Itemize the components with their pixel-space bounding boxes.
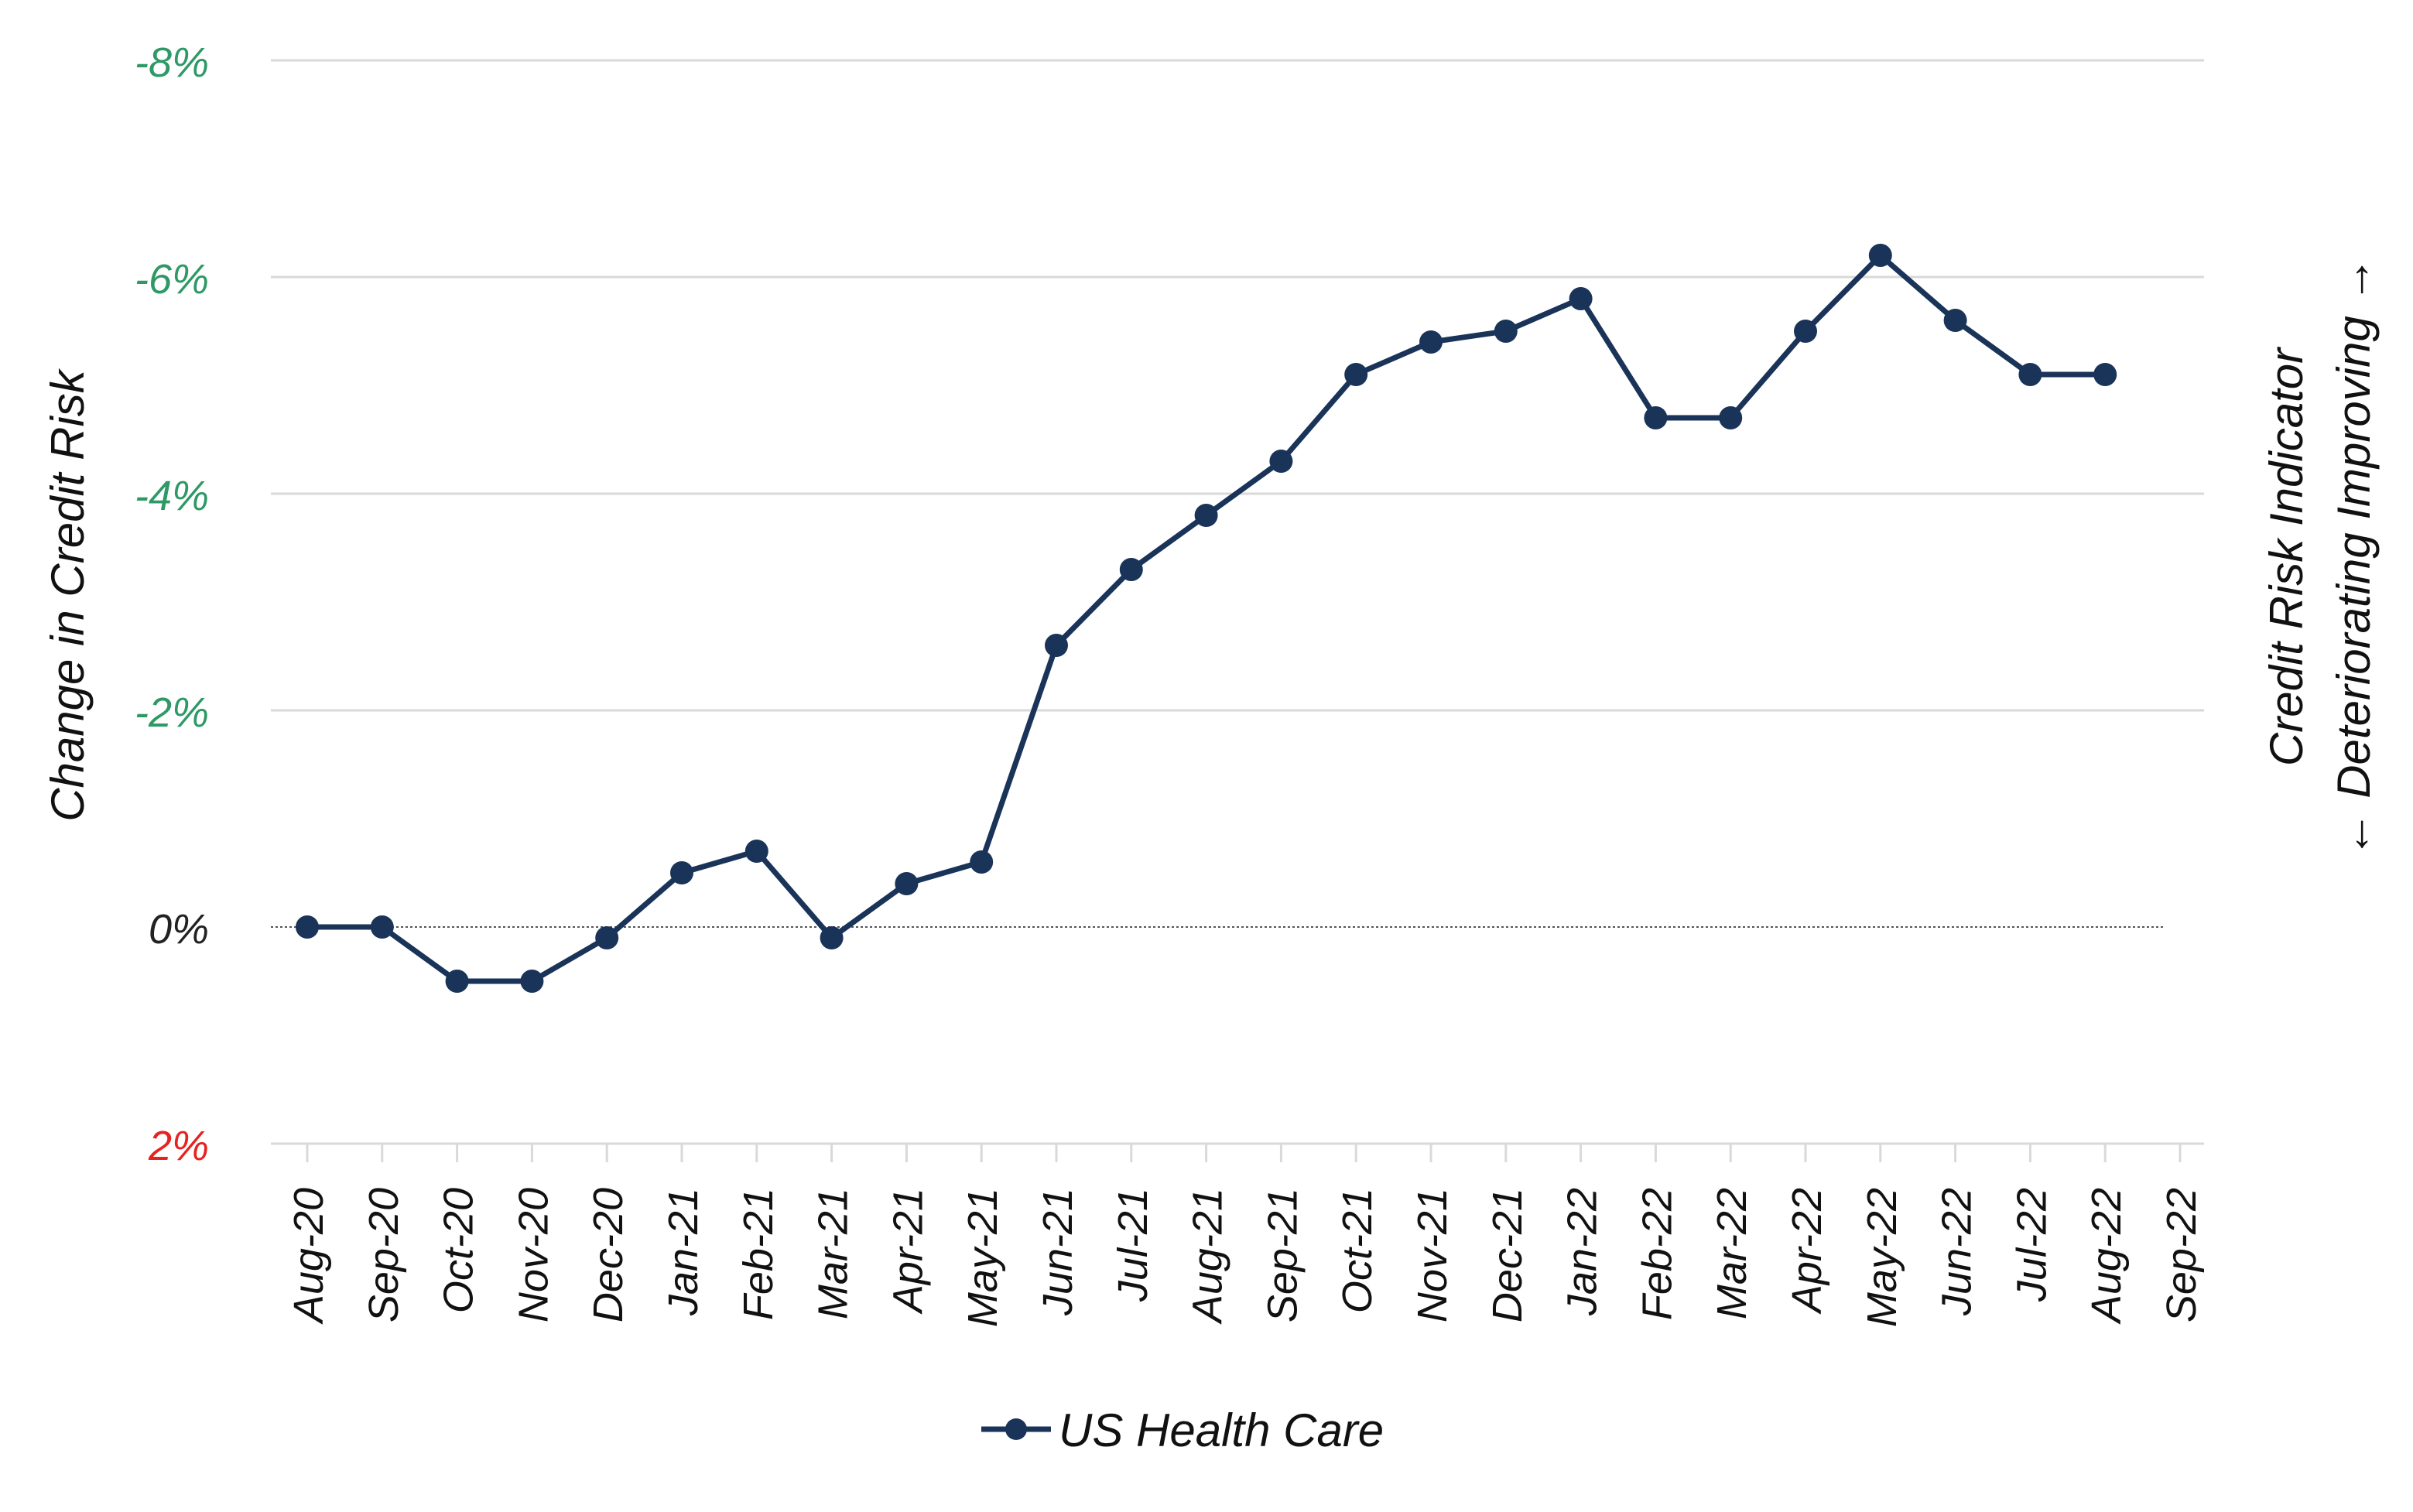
x-tick-label-may-22: May-22 [1859,1188,1905,1327]
data-point-feb-21 [744,840,768,863]
data-point-oct-21 [1344,363,1368,386]
data-point-sep-21 [1269,450,1293,473]
deteriorating-improving-label: ← Deteriorating Improving → [2328,257,2380,858]
x-tick-label-feb-22: Feb-22 [1634,1188,1680,1320]
data-point-nov-20 [520,970,544,993]
y-tick-label-neg6: -6% [135,256,209,303]
x-tick-labels: Aug-20 Sep-20 Oct-20 Nov-20 Dec-20 Jan-21 Feb-… [286,1188,2205,1327]
data-point-jul-22 [2018,363,2042,386]
data-point-sep-20 [370,915,394,939]
y-tick-label-neg2: -2% [135,689,209,736]
x-tick-label-mar-21: Mar-21 [810,1188,857,1319]
series-layer [296,244,2117,993]
legend: US Health Care [981,1404,1384,1456]
data-point-mar-22 [1719,406,1743,429]
x-tick-label-apr-21: Apr-21 [885,1188,931,1315]
x-tick-label-nov-20: Nov-20 [510,1188,556,1322]
data-point-apr-22 [1794,320,1817,343]
data-point-jun-22 [1943,309,1967,332]
x-tick-label-apr-22: Apr-22 [1784,1188,1830,1315]
data-point-aug-20 [296,915,319,939]
x-tick-label-nov-21: Nov-21 [1409,1188,1456,1322]
x-tick-label-jul-22: Jul-22 [2008,1188,2055,1302]
data-point-dec-21 [1494,320,1518,343]
data-point-nov-21 [1419,330,1443,354]
x-tick-label-oct-21: Oct-21 [1334,1188,1381,1313]
x-tick-label-sep-20: Sep-20 [361,1188,407,1322]
y-tick-label-0: 0% [149,906,209,953]
x-tick-label-jun-22: Jun-22 [1934,1188,1980,1316]
x-tick-label-jun-21: Jun-21 [1035,1188,1081,1316]
data-point-mar-21 [820,926,844,949]
grid-lines [271,59,2204,1145]
x-tick-label-mar-22: Mar-22 [1709,1188,1755,1319]
x-tick-label-jan-22: Jan-22 [1559,1188,1606,1316]
data-point-may-22 [1868,244,1892,267]
x-tick-label-may-21: May-21 [960,1188,1006,1327]
legend-marker-swatch [1005,1418,1027,1440]
y-tick-label-2: 2% [148,1123,209,1169]
data-point-jan-22 [1569,287,1593,310]
credit-risk-indicator-label: Credit Risk Indicator [2261,347,2312,766]
y-tick-label-neg8: -8% [135,39,209,86]
data-point-feb-22 [1644,406,1668,429]
legend-label-us-health-care: US Health Care [1059,1404,1384,1456]
y-tick-label-neg4: -4% [135,473,209,519]
x-tick-label-dec-20: Dec-20 [585,1188,631,1322]
data-point-apr-21 [895,872,919,895]
data-point-jul-21 [1119,558,1143,581]
y-axis-label: Change in Credit Risk [42,368,94,822]
x-tick-marks [306,1144,2182,1162]
series-line-us-health-care [307,252,2106,984]
x-tick-label-oct-20: Oct-20 [436,1188,482,1313]
x-tick-label-sep-21: Sep-21 [1259,1188,1306,1322]
x-tick-label-feb-21: Feb-21 [735,1188,782,1320]
x-tick-label-aug-22: Aug-22 [2083,1188,2130,1325]
x-tick-label-sep-22: Sep-22 [2158,1188,2205,1322]
x-tick-label-aug-20: Aug-20 [286,1188,332,1325]
x-tick-label-dec-21: Dec-21 [1484,1188,1531,1322]
y-tick-labels: -8% -6% -4% -2% 0% 2% [135,39,209,1169]
data-point-jan-21 [670,861,693,884]
x-tick-label-aug-21: Aug-21 [1185,1188,1231,1325]
x-tick-label-jan-21: Jan-21 [660,1188,707,1316]
data-point-dec-20 [595,926,619,949]
data-point-aug-21 [1194,504,1218,527]
data-point-may-21 [970,850,994,874]
data-point-aug-22 [2093,363,2117,386]
data-point-jun-21 [1045,634,1068,657]
x-tick-label-jul-21: Jul-21 [1110,1188,1156,1302]
data-point-oct-20 [445,970,469,993]
